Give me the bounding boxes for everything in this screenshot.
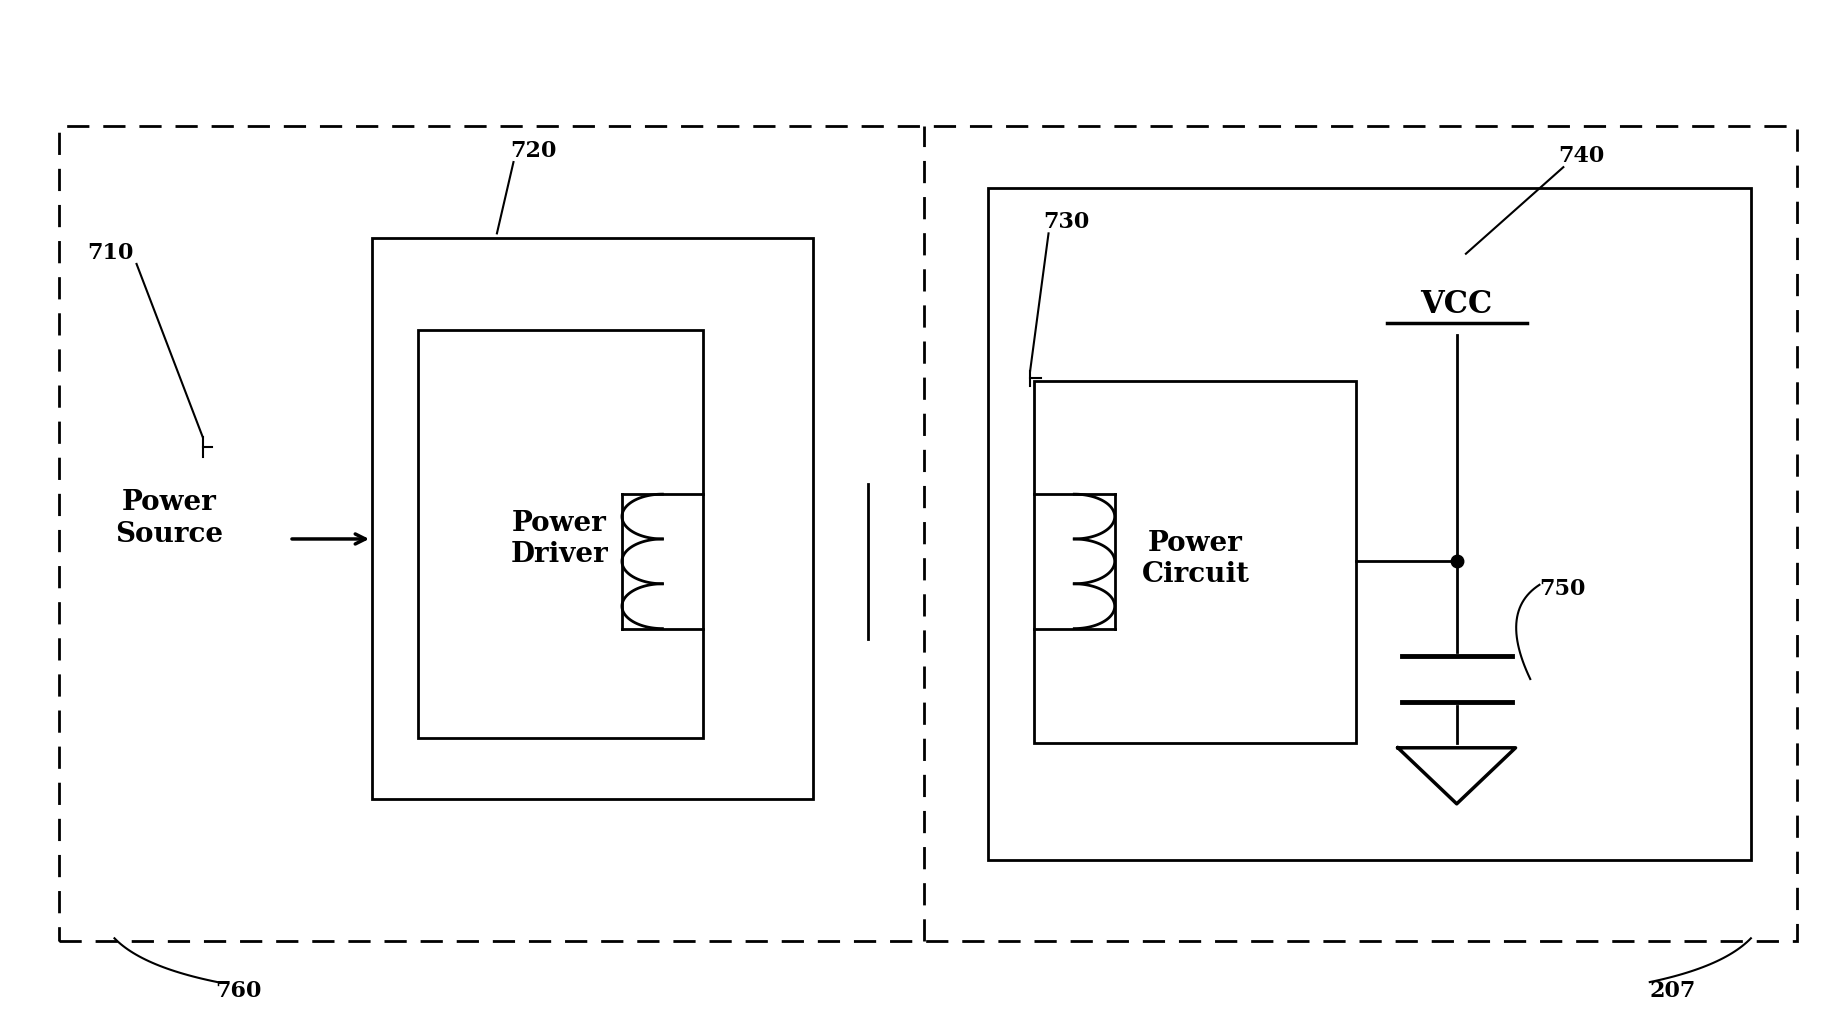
Bar xyxy=(988,188,1751,860)
Text: 710: 710 xyxy=(87,242,133,264)
Text: 750: 750 xyxy=(1539,578,1587,600)
Text: 760: 760 xyxy=(216,981,262,1002)
Text: 740: 740 xyxy=(1557,145,1603,167)
Text: 207: 207 xyxy=(1649,981,1696,1002)
Bar xyxy=(371,238,813,799)
Bar xyxy=(1034,381,1356,743)
Text: 720: 720 xyxy=(510,140,556,162)
Text: 730: 730 xyxy=(1044,212,1090,233)
Text: Power
Circuit: Power Circuit xyxy=(1141,530,1250,588)
Text: Power
Source: Power Source xyxy=(116,490,223,547)
Text: Power
Driver: Power Driver xyxy=(510,509,608,568)
Bar xyxy=(417,330,704,737)
Text: VCC: VCC xyxy=(1420,289,1492,320)
Bar xyxy=(59,126,1797,942)
